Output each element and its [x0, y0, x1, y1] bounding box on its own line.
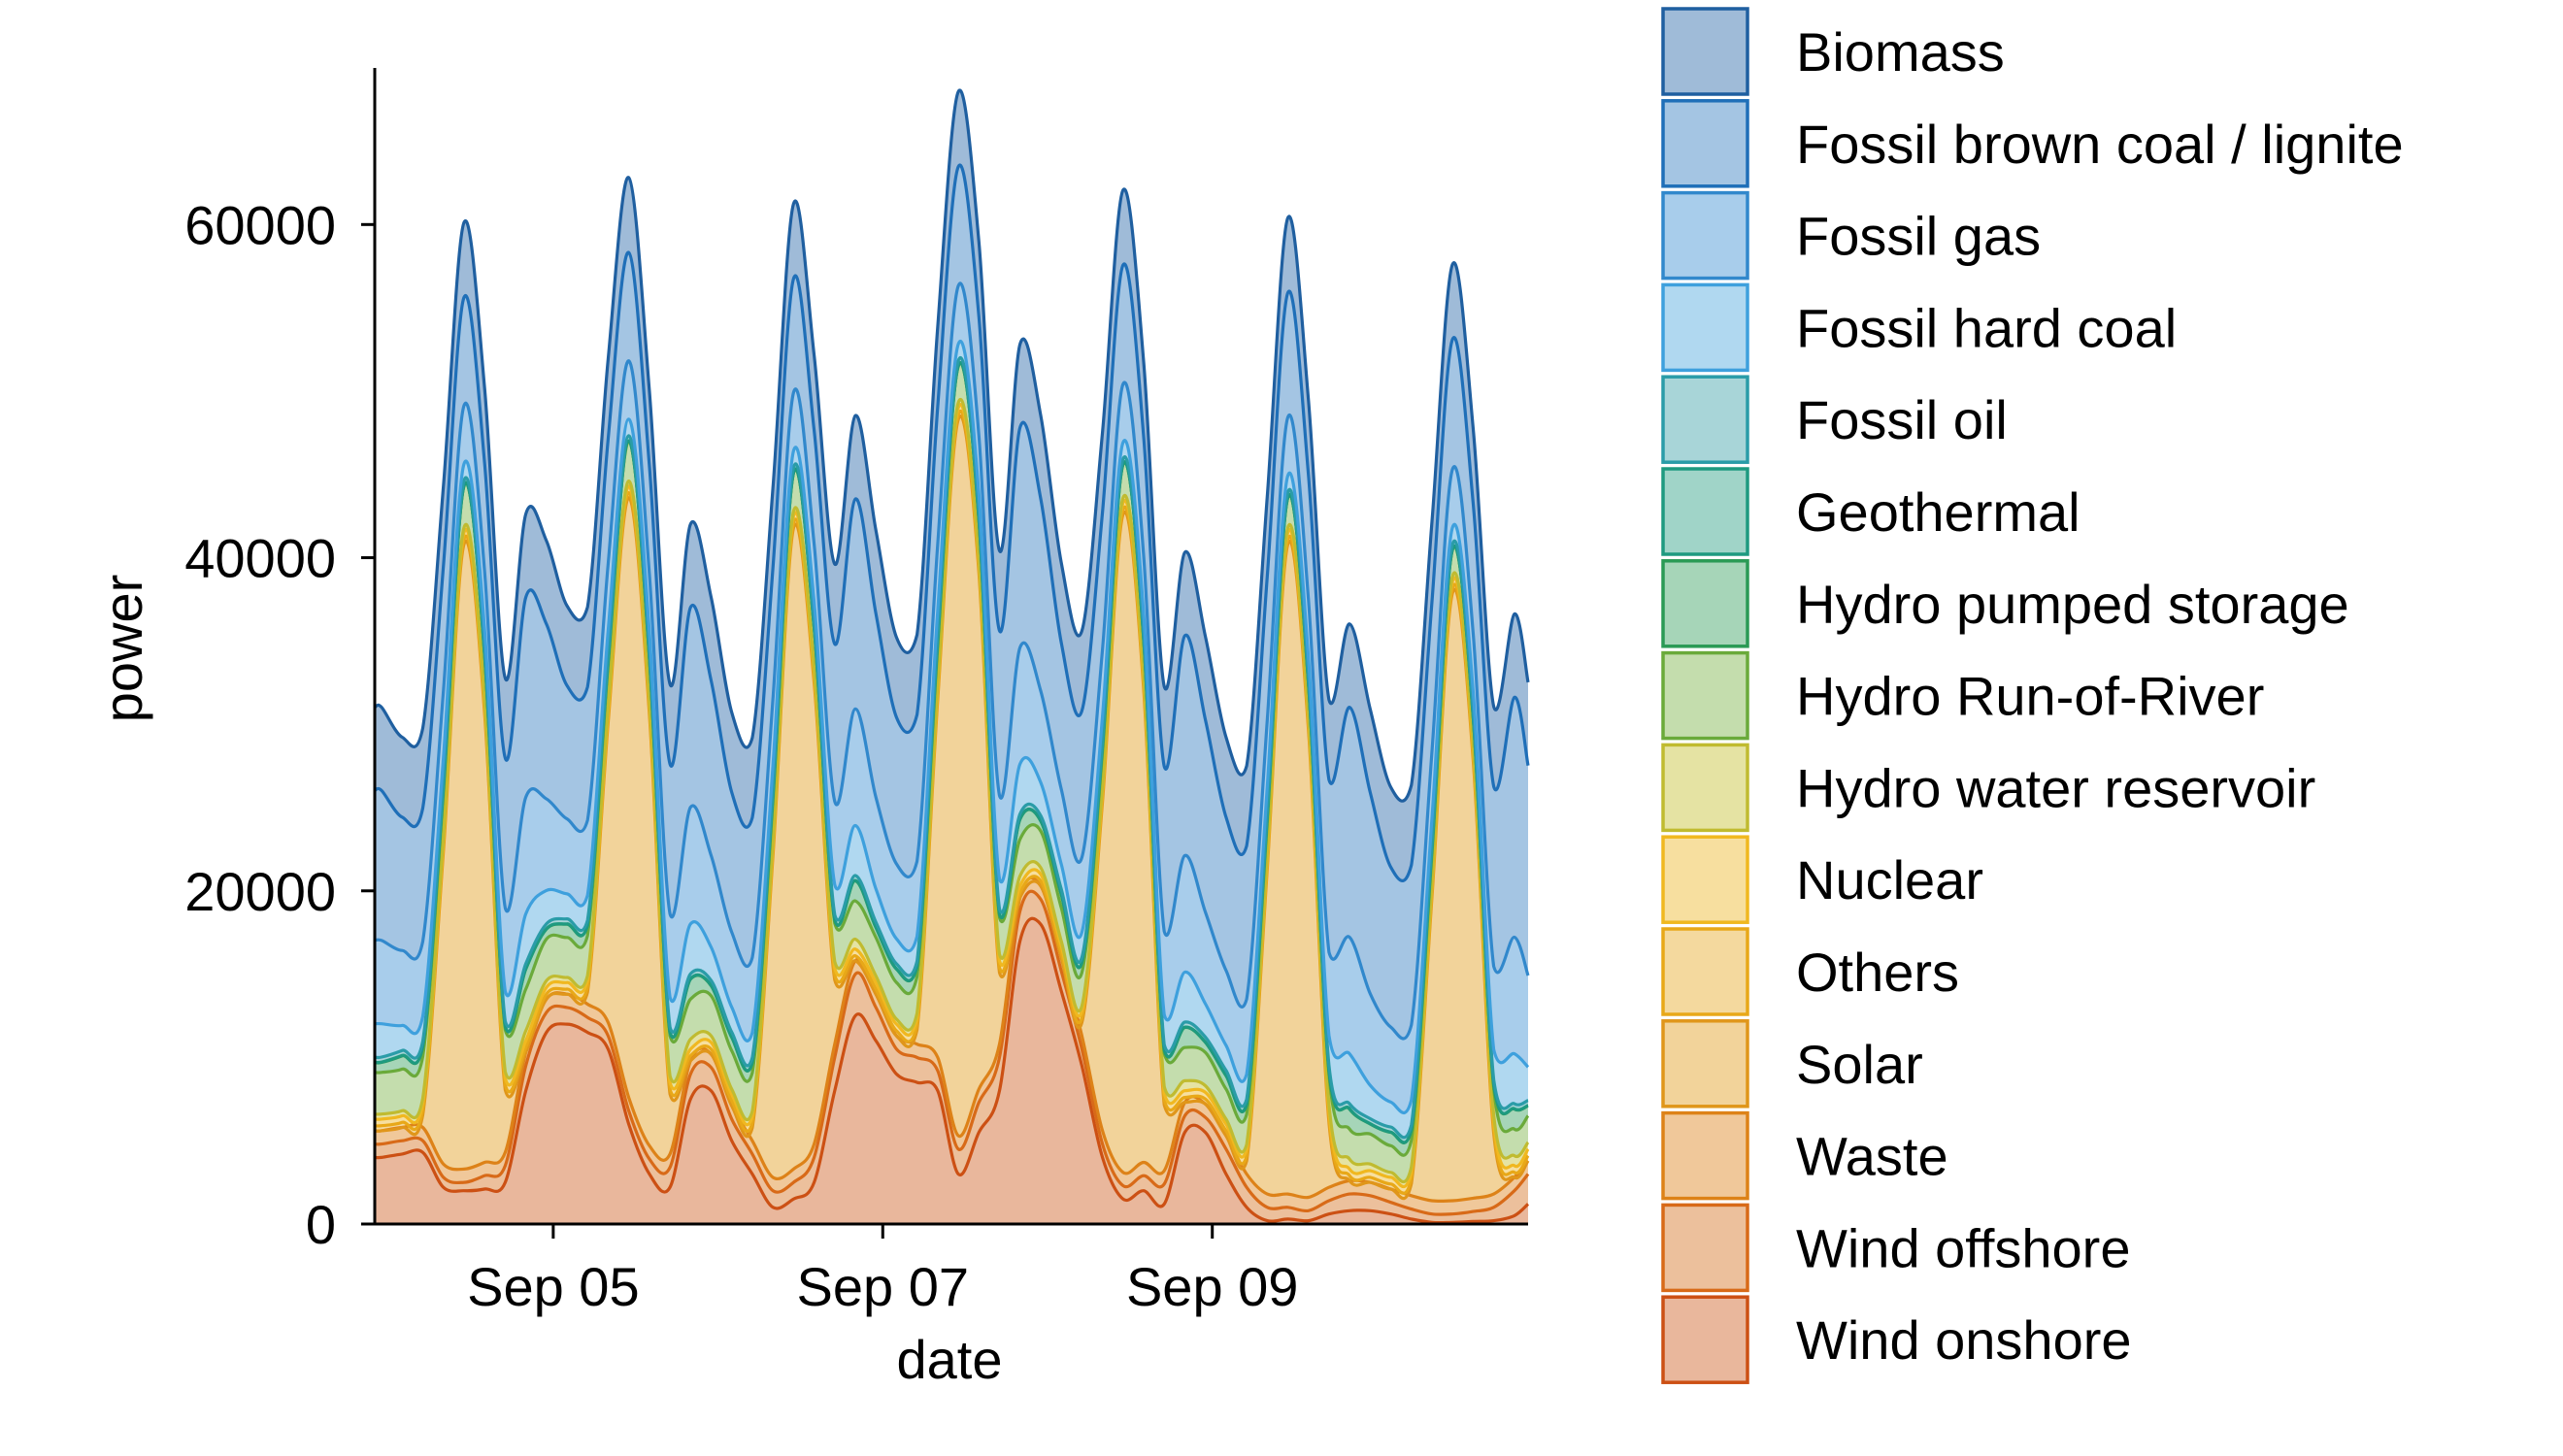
- legend-item-hydro-water-reservoir: Hydro water reservoir: [1661, 743, 2315, 833]
- legend-label: Wind onshore: [1796, 1309, 2132, 1371]
- area-layers: [375, 89, 1528, 1224]
- legend-swatch: [1661, 375, 1749, 464]
- y-ticks: 0 20000 40000 60000: [184, 194, 375, 1255]
- line-wind-offshore: [374, 889, 1530, 1216]
- legend-item-hydro-run-of-river: Hydro Run-of-River: [1661, 650, 2264, 741]
- line-fossil-brown-coal-lignite: [374, 163, 1530, 882]
- line-hydro-water-reservoir: [374, 398, 1530, 1183]
- legend-label: Solar: [1796, 1034, 1923, 1095]
- legend-swatch: [1661, 1110, 1749, 1201]
- legend-item-biomass: Biomass: [1661, 7, 2005, 96]
- legend-item-hydro-pumped-storage: Hydro pumped storage: [1661, 559, 2349, 648]
- legend-item-others: Others: [1661, 927, 1959, 1016]
- legend-swatch: [1661, 1019, 1749, 1109]
- legend-label: Nuclear: [1796, 849, 1983, 910]
- line-biomass: [374, 88, 1530, 803]
- area-edge-lines: [374, 88, 1530, 1225]
- legend-item-fossil-gas: Fossil gas: [1661, 190, 2041, 281]
- legend-label: Wind offshore: [1796, 1217, 2130, 1278]
- legend: Biomass Fossil brown coal / lignite Fossil…: [1661, 7, 2404, 1384]
- legend-label: Geothermal: [1796, 481, 2080, 543]
- legend-swatch: [1661, 467, 1749, 556]
- legend-item-wind-offshore: Wind offshore: [1661, 1203, 2130, 1293]
- legend-swatch: [1661, 927, 1749, 1016]
- legend-label: Others: [1796, 942, 1959, 1003]
- legend-item-wind-onshore: Wind onshore: [1661, 1295, 2132, 1384]
- legend-item-geothermal: Geothermal: [1661, 467, 2080, 556]
- legend-item-nuclear: Nuclear: [1661, 835, 1983, 924]
- legend-swatch: [1661, 835, 1749, 924]
- y-tick-label: 40000: [184, 528, 336, 589]
- legend-label: Hydro Run-of-River: [1796, 666, 2264, 727]
- legend-label: Waste: [1796, 1126, 1948, 1187]
- legend-swatch: [1661, 1203, 1749, 1293]
- legend-label: Biomass: [1796, 21, 2005, 83]
- x-tick-label: Sep 05: [467, 1256, 640, 1317]
- area-wind-onshore: [375, 918, 1528, 1224]
- legend-swatch: [1661, 7, 1749, 96]
- legend-swatch: [1661, 99, 1749, 188]
- legend-item-fossil-brown-coal-lignite: Fossil brown coal / lignite: [1661, 99, 2404, 188]
- x-axis-label: date: [897, 1329, 1003, 1390]
- y-tick-label: 0: [306, 1194, 336, 1255]
- legend-swatch: [1661, 1295, 1749, 1384]
- legend-label: Hydro water reservoir: [1796, 757, 2315, 818]
- legend-item-solar: Solar: [1661, 1019, 1923, 1109]
- legend-label: Fossil oil: [1796, 389, 2008, 450]
- legend-label: Hydro pumped storage: [1796, 574, 2349, 635]
- y-tick-label: 20000: [184, 861, 336, 922]
- legend-label: Fossil gas: [1796, 206, 2041, 267]
- y-axis-label: power: [92, 575, 153, 723]
- legend-item-fossil-oil: Fossil oil: [1661, 375, 2008, 464]
- x-ticks: Sep 05 Sep 07 Sep 09: [467, 1224, 1298, 1317]
- y-tick-label: 60000: [184, 194, 336, 255]
- line-fossil-gas: [374, 281, 1530, 1041]
- x-tick-label: Sep 09: [1126, 1256, 1299, 1317]
- legend-label: Fossil brown coal / lignite: [1796, 114, 2404, 175]
- legend-swatch: [1661, 190, 1749, 281]
- area-fossil-gas: [375, 282, 1528, 1113]
- legend-item-fossil-hard-coal: Fossil hard coal: [1661, 282, 2177, 373]
- legend-swatch: [1661, 650, 1749, 741]
- legend-swatch: [1661, 282, 1749, 373]
- line-wind-onshore: [374, 916, 1530, 1225]
- line-fossil-oil: [374, 356, 1529, 1140]
- line-fossil-hard-coal: [374, 340, 1530, 1115]
- legend-swatch: [1661, 559, 1749, 648]
- legend-item-waste: Waste: [1661, 1110, 1948, 1201]
- legend-swatch: [1661, 743, 1749, 833]
- x-tick-label: Sep 07: [797, 1256, 970, 1317]
- legend-label: Fossil hard coal: [1796, 297, 2177, 358]
